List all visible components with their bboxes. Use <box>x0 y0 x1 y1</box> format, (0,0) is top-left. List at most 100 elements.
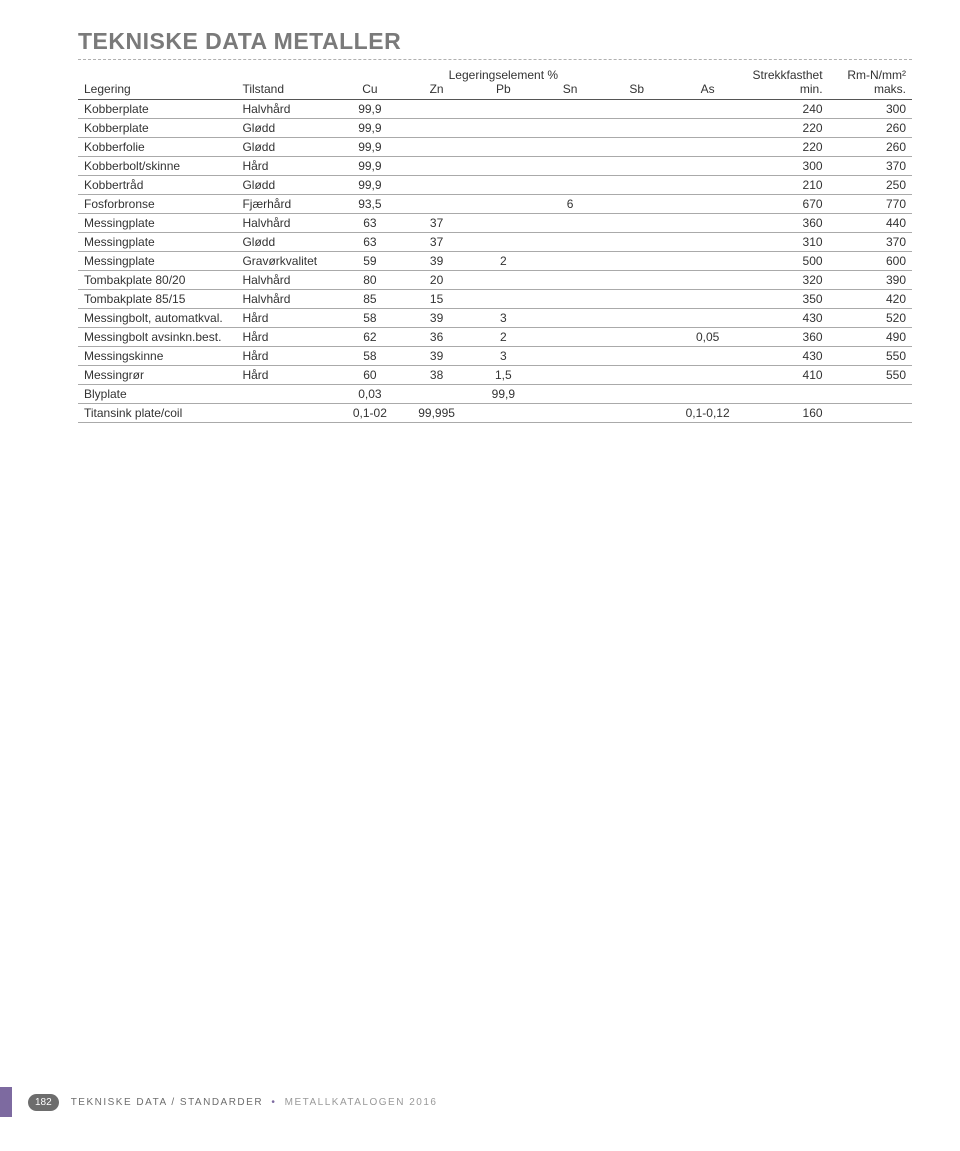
table-cell: Messingplate <box>78 252 236 271</box>
table-cell <box>603 366 670 385</box>
table-cell: 6 <box>537 195 604 214</box>
footer-dot-icon: • <box>267 1097 280 1108</box>
table-cell: 250 <box>829 176 912 195</box>
table-cell <box>603 328 670 347</box>
table-cell: Messingskinne <box>78 347 236 366</box>
table-cell: 38 <box>403 366 470 385</box>
table-cell: Halvhård <box>236 214 336 233</box>
table-cell: 63 <box>337 233 404 252</box>
table-row: MessingrørHård60381,5410550 <box>78 366 912 385</box>
table-cell: 99,995 <box>403 404 470 423</box>
table-cell <box>403 385 470 404</box>
table-cell <box>670 385 745 404</box>
table-cell: 39 <box>403 347 470 366</box>
table-cell: Messingplate <box>78 214 236 233</box>
table-cell: 2 <box>470 252 537 271</box>
table-cell <box>403 195 470 214</box>
table-cell: 58 <box>337 309 404 328</box>
table-cell <box>537 309 604 328</box>
table-cell <box>537 233 604 252</box>
table-row: Titansink plate/coil0,1-0299,9950,1-0,12… <box>78 404 912 423</box>
table-cell <box>470 100 537 119</box>
table-row: MessingskinneHård58393430550 <box>78 347 912 366</box>
table-cell <box>603 404 670 423</box>
table-cell: 36 <box>403 328 470 347</box>
table-row: Blyplate0,0399,9 <box>78 385 912 404</box>
table-cell: 550 <box>829 347 912 366</box>
table-cell <box>236 404 336 423</box>
table-cell: 99,9 <box>470 385 537 404</box>
table-cell: 210 <box>745 176 828 195</box>
table-cell: 99,9 <box>337 157 404 176</box>
table-row: Kobberbolt/skinneHård99,9300370 <box>78 157 912 176</box>
table-cell <box>670 309 745 328</box>
table-cell <box>537 328 604 347</box>
table-cell: Halvhård <box>236 100 336 119</box>
table-cell <box>470 404 537 423</box>
table-cell <box>670 214 745 233</box>
table-cell <box>470 214 537 233</box>
table-cell: Tombakplate 80/20 <box>78 271 236 290</box>
col-zn: Zn <box>403 82 470 100</box>
table-cell: 600 <box>829 252 912 271</box>
table-cell: 59 <box>337 252 404 271</box>
page-footer: 182 TEKNISKE DATA / STANDARDER • METALLK… <box>0 1087 437 1117</box>
table-cell: 320 <box>745 271 828 290</box>
table-cell: Gravørkvalitet <box>236 252 336 271</box>
table-cell: 93,5 <box>337 195 404 214</box>
table-cell: Fosforbronse <box>78 195 236 214</box>
table-cell <box>670 271 745 290</box>
table-cell: 260 <box>829 138 912 157</box>
table-cell <box>537 138 604 157</box>
table-cell: 99,9 <box>337 138 404 157</box>
table-cell <box>470 290 537 309</box>
table-cell <box>537 252 604 271</box>
table-cell: Fjærhård <box>236 195 336 214</box>
table-cell: 550 <box>829 366 912 385</box>
table-cell: 160 <box>745 404 828 423</box>
table-cell: Hård <box>236 366 336 385</box>
table-cell <box>236 385 336 404</box>
table-cell: 3 <box>470 309 537 328</box>
table-cell <box>603 271 670 290</box>
table-cell: 1,5 <box>470 366 537 385</box>
super-header-strekkfasthet: Strekkfasthet <box>745 66 828 82</box>
table-cell <box>403 100 470 119</box>
table-cell <box>403 176 470 195</box>
table-cell <box>470 138 537 157</box>
table-cell: 300 <box>745 157 828 176</box>
table-cell: Messingbolt, automatkval. <box>78 309 236 328</box>
table-row: MessingplateHalvhård6337360440 <box>78 214 912 233</box>
col-pb: Pb <box>470 82 537 100</box>
table-cell: 350 <box>745 290 828 309</box>
table-cell: 220 <box>745 119 828 138</box>
table-cell <box>670 252 745 271</box>
table-cell <box>670 366 745 385</box>
table-cell: Hård <box>236 347 336 366</box>
table-cell <box>403 138 470 157</box>
table-cell: 670 <box>745 195 828 214</box>
table-cell: Hård <box>236 309 336 328</box>
table-cell: 500 <box>745 252 828 271</box>
table-cell: Kobbertråd <box>78 176 236 195</box>
col-as: As <box>670 82 745 100</box>
table-cell: Titansink plate/coil <box>78 404 236 423</box>
table-cell <box>603 157 670 176</box>
table-row: MessingplateGravørkvalitet59392500600 <box>78 252 912 271</box>
table-cell: 2 <box>470 328 537 347</box>
table-cell: Glødd <box>236 138 336 157</box>
table-cell <box>537 271 604 290</box>
table-cell <box>670 100 745 119</box>
table-cell <box>537 176 604 195</box>
table-cell <box>603 214 670 233</box>
table-cell: 430 <box>745 309 828 328</box>
table-cell: 3 <box>470 347 537 366</box>
table-cell <box>470 157 537 176</box>
table-cell: Halvhård <box>236 271 336 290</box>
table-cell: 240 <box>745 100 828 119</box>
table-cell <box>470 195 537 214</box>
table-cell: 39 <box>403 309 470 328</box>
footer-book: METALLKATALOGEN 2016 <box>285 1097 438 1108</box>
col-min: min. <box>745 82 828 100</box>
table-cell: 300 <box>829 100 912 119</box>
